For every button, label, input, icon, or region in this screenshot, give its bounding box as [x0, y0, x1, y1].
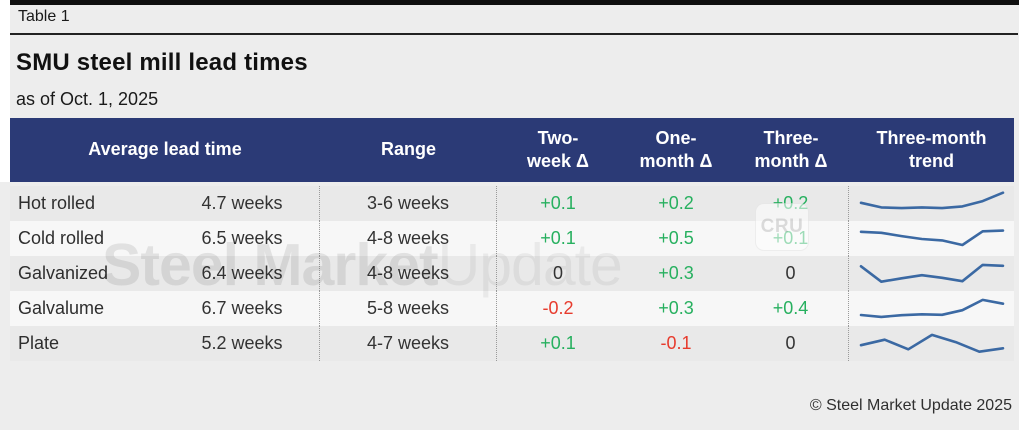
col-header-line2: month Δ: [754, 151, 828, 171]
col-header-average-lead-time: Average lead time: [10, 138, 320, 161]
table-row: Galvanized 6.4 weeks 4-8 weeks 0 +0.3 0: [10, 256, 1014, 291]
trend-sparkline: [859, 263, 1004, 283]
one-month-delta-cell: +0.3: [658, 263, 694, 283]
col-header-one-month-delta: One- month Δ: [619, 127, 733, 174]
product-name-cell: Galvanized: [18, 263, 109, 283]
col-header-line2: trend: [909, 151, 954, 171]
range-cell: 3-6 weeks: [320, 186, 497, 221]
three-month-delta-cell: 0: [733, 256, 849, 291]
table-row: Cold rolled 6.5 weeks 4-8 weeks +0.1 +0.…: [10, 221, 1014, 256]
two-week-delta-cell: +0.1: [540, 193, 576, 213]
col-header-line2: month Δ: [639, 151, 713, 171]
page-title: SMU steel mill lead times: [16, 49, 308, 76]
page-left-margin: [0, 0, 10, 182]
table-row: Hot rolled 4.7 weeks 3-6 weeks +0.1 +0.2…: [10, 186, 1014, 221]
three-month-delta-cell: 0: [733, 326, 849, 361]
col-header-label: Range: [380, 139, 436, 160]
one-month-delta-cell: +0.5: [658, 228, 694, 248]
trend-cell: [849, 291, 1014, 326]
two-week-delta-cell: 0: [552, 263, 563, 283]
trend-cell: [849, 186, 1014, 221]
one-month-delta-cell: -0.1: [660, 333, 692, 353]
col-header-three-month-delta: Three- month Δ: [733, 127, 849, 174]
table-row: Plate 5.2 weeks 4-7 weeks +0.1 -0.1 0: [10, 326, 1014, 361]
col-header-line1: Two-: [537, 127, 579, 148]
range-cell: 4-7 weeks: [320, 326, 497, 361]
average-lead-time-cell: 6.7 weeks: [165, 291, 320, 326]
product-name-cell: Galvalume: [18, 298, 105, 318]
col-header-range: Range: [320, 138, 497, 161]
col-header-three-month-trend: Three-month trend: [849, 127, 1014, 174]
two-week-delta-cell: +0.1: [540, 333, 576, 353]
col-header-line1: Three-month: [876, 127, 987, 148]
range-cell: 4-8 weeks: [320, 256, 497, 291]
table-number-label: Table 1: [18, 8, 70, 25]
one-month-delta-cell: +0.2: [658, 193, 694, 213]
col-header-label: Average lead time: [88, 139, 242, 160]
three-month-delta-cell: +0.4: [733, 291, 849, 326]
table-row: Galvalume 6.7 weeks 5-8 weeks -0.2 +0.3 …: [10, 291, 1014, 326]
top-border-bar: [10, 0, 1019, 5]
table-header-row: Average lead time Range Two- week Δ One-…: [10, 118, 1014, 182]
table-body: Hot rolled 4.7 weeks 3-6 weeks +0.1 +0.2…: [10, 186, 1014, 361]
trend-sparkline: [859, 333, 1004, 353]
three-month-delta-cell: +0.2: [733, 186, 849, 221]
average-lead-time-cell: 6.4 weeks: [165, 256, 320, 291]
product-name-cell: Hot rolled: [18, 193, 96, 213]
two-week-delta-cell: +0.1: [540, 228, 576, 248]
col-header-line1: One-: [655, 127, 697, 148]
trend-cell: [849, 256, 1014, 291]
as-of-date: as of Oct. 1, 2025: [16, 89, 159, 109]
average-lead-time-cell: 6.5 weeks: [165, 221, 320, 256]
col-header-two-week-delta: Two- week Δ: [497, 127, 619, 174]
two-week-delta-cell: -0.2: [542, 298, 574, 318]
trend-sparkline: [859, 298, 1004, 318]
trend-sparkline: [859, 228, 1004, 246]
trend-cell: [849, 326, 1014, 361]
product-name-cell: Plate: [18, 333, 60, 353]
average-lead-time-cell: 4.7 weeks: [165, 186, 320, 221]
three-month-delta-cell: +0.1: [733, 221, 849, 256]
copyright-notice: © Steel Market Update 2025: [809, 397, 1012, 414]
average-lead-time-cell: 5.2 weeks: [165, 326, 320, 361]
product-name-cell: Cold rolled: [18, 228, 105, 248]
trend-sparkline: [859, 190, 1004, 209]
range-cell: 4-8 weeks: [320, 221, 497, 256]
one-month-delta-cell: +0.3: [658, 298, 694, 318]
header-divider-rule: [10, 33, 1018, 35]
col-header-line1: Three-: [763, 127, 819, 148]
trend-cell: [849, 221, 1014, 256]
col-header-line2: week Δ: [527, 151, 589, 171]
lead-times-table: Average lead time Range Two- week Δ One-…: [10, 118, 1014, 361]
range-cell: 5-8 weeks: [320, 291, 497, 326]
